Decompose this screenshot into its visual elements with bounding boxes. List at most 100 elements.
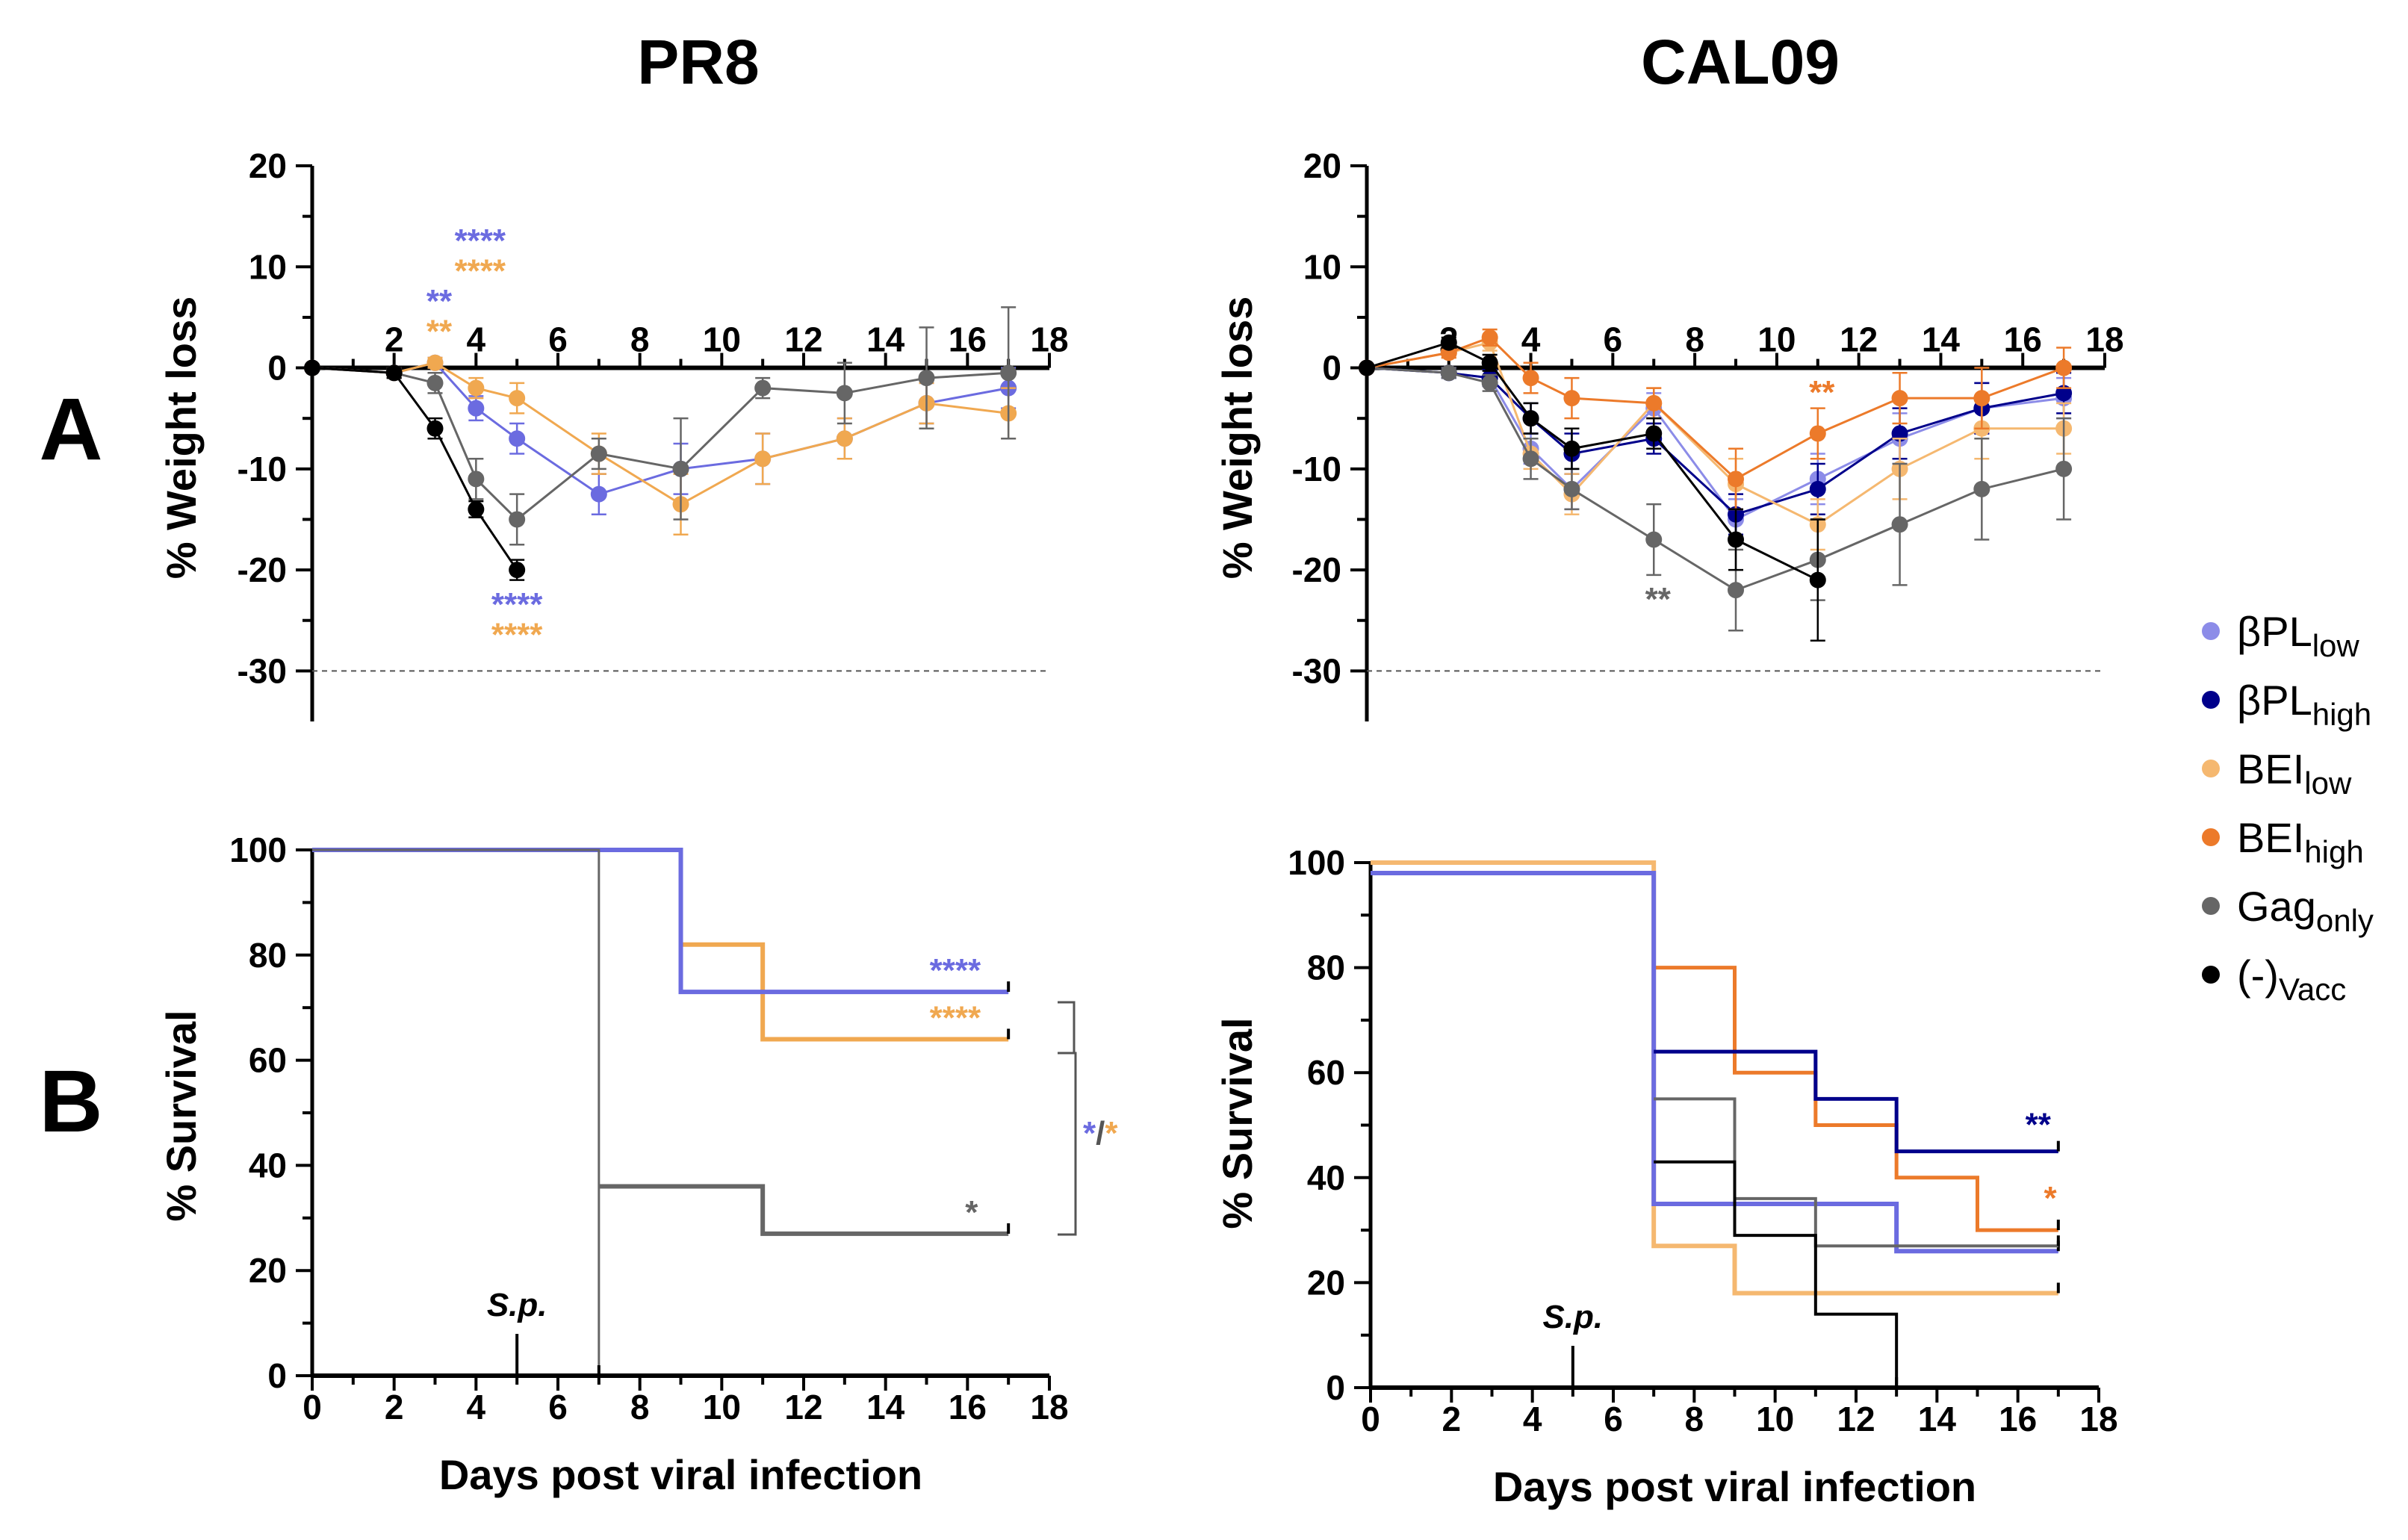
survival-step-vacc xyxy=(1654,1160,1899,1388)
bracket-label-a: * xyxy=(1083,1115,1096,1152)
y-tick-label: 20 xyxy=(249,146,287,185)
data-point xyxy=(1728,471,1744,488)
series-line-vacc xyxy=(311,367,518,571)
data-point xyxy=(1728,531,1744,548)
data-point xyxy=(590,485,607,503)
x-axis-label: Days post viral infection xyxy=(1493,1463,1976,1510)
series-line-gagonly xyxy=(311,367,1009,521)
data-point xyxy=(304,359,320,376)
legend-label-bei-high: BEIhigh xyxy=(2237,814,2364,869)
data-point xyxy=(754,379,772,397)
x-tick-label: 0 xyxy=(302,1388,322,1426)
pr8-weight-chart: 20 10 0 -10 -20 -30 2 4 6 8 10 12 14 16 18 % Weight los… xyxy=(158,146,1069,721)
significance-annotation: **** xyxy=(491,586,543,623)
panel-label-b: B xyxy=(39,1052,102,1151)
cal09-title: CAL09 xyxy=(1641,27,1840,97)
significance-annotation: ** xyxy=(1809,374,1835,411)
data-point xyxy=(836,385,853,402)
legend-item-bei-high: BEIhigh xyxy=(2202,814,2364,869)
x-tick-label: 12 xyxy=(1837,1400,1875,1438)
data-point xyxy=(918,370,935,387)
data-point xyxy=(1891,516,1908,533)
x-tick-label: 12 xyxy=(784,1388,822,1426)
data-point xyxy=(836,430,853,447)
significance-annotation: **** xyxy=(930,952,981,989)
x-tick-label: 14 xyxy=(866,320,905,359)
x-tick-label: 12 xyxy=(1840,320,1878,359)
x-tick-label: 2 xyxy=(385,320,404,359)
data-point xyxy=(426,354,444,371)
data-point xyxy=(2055,460,2073,477)
series-beihigh xyxy=(1654,966,2060,1232)
cal09-survival-chart: 0 20 40 60 80 100 0 2 4 6 8 10 12 14 16 18 % Survival Day… xyxy=(1214,843,2118,1510)
series-gagonly xyxy=(1654,1097,2060,1248)
y-tick-label: 0 xyxy=(1326,1368,1345,1407)
y-tick-label: -20 xyxy=(1292,550,1341,589)
legend-label-bpl-high: βPLhigh xyxy=(2237,677,2371,732)
y-tick-label: -10 xyxy=(238,450,287,488)
legend-label-unvaccinated: (-)Vacc xyxy=(2237,951,2346,1007)
significance-annotation: * xyxy=(2044,1180,2057,1217)
x-tick-label: 4 xyxy=(467,1388,486,1426)
data-point xyxy=(468,471,485,488)
sp-marker-label: S.p. xyxy=(487,1287,547,1323)
series-bplhigh xyxy=(1359,359,2073,535)
survival-step-beilow xyxy=(312,848,1009,1042)
y-tick-label: 80 xyxy=(1307,948,1345,987)
data-point xyxy=(385,364,403,382)
data-point xyxy=(1481,374,1498,391)
x-tick-label: 10 xyxy=(703,1388,741,1426)
data-point xyxy=(1891,425,1908,442)
series-beilow xyxy=(312,848,1011,1042)
data-point xyxy=(1891,390,1908,407)
pr8-survival-bracket: */* xyxy=(1058,1001,1118,1236)
data-point xyxy=(1481,329,1498,346)
y-tick-label: 60 xyxy=(249,1041,287,1080)
data-point xyxy=(509,390,526,407)
legend-marker-bpl-low xyxy=(2202,622,2220,640)
x-tick-label: 14 xyxy=(866,1388,905,1426)
data-point xyxy=(509,562,526,579)
bracket-label-b: * xyxy=(1105,1115,1118,1152)
data-point xyxy=(1522,450,1539,468)
y-axis-label: % Weight loss xyxy=(1214,296,1261,580)
significance-annotation: ** xyxy=(2026,1107,2052,1143)
y-tick-label: 20 xyxy=(1303,146,1341,185)
legend: βPLlow βPLhigh BEIlow BEIhigh Gagonly (-… xyxy=(2202,608,2374,1007)
significance-annotation: **** xyxy=(455,253,506,290)
data-point xyxy=(1440,364,1457,382)
data-point xyxy=(1563,480,1580,497)
significance-annotation: **** xyxy=(930,999,981,1036)
data-point xyxy=(1645,425,1663,442)
y-tick-label: -30 xyxy=(1292,651,1341,690)
data-point xyxy=(1563,390,1580,407)
series-bplhigh xyxy=(1654,1049,2060,1154)
bracket-upper xyxy=(1058,1001,1076,1055)
data-point xyxy=(1973,480,1990,497)
data-point xyxy=(1809,425,1826,442)
x-tick-label: 2 xyxy=(1442,1400,1462,1438)
significance-annotation: ** xyxy=(1645,581,1672,618)
x-tick-label: 18 xyxy=(2085,320,2123,359)
x-tick-label: 18 xyxy=(1030,320,1068,359)
series-vacc xyxy=(1654,1160,1899,1388)
data-point xyxy=(1563,440,1580,457)
series-gagonly xyxy=(1359,359,2073,632)
series-line-vacc xyxy=(1366,341,1819,581)
data-point xyxy=(2055,359,2073,376)
legend-label-bei-low: BEIlow xyxy=(2237,745,2352,801)
data-point xyxy=(1000,364,1017,382)
x-tick-label: 12 xyxy=(784,320,822,359)
pr8-survival-chart: 0 20 40 60 80 100 0 2 4 6 8 10 12 14 16 18 % Survival Day… xyxy=(158,830,1069,1498)
y-tick-label: 80 xyxy=(249,936,287,975)
x-tick-label: 10 xyxy=(703,320,741,359)
data-point xyxy=(1440,334,1457,351)
significance-annotation: ** xyxy=(426,283,453,320)
x-tick-label: 8 xyxy=(630,1388,650,1426)
bracket-label: */* xyxy=(1083,1115,1118,1152)
data-point xyxy=(754,450,772,468)
x-tick-label: 10 xyxy=(1756,1400,1794,1438)
legend-marker-bpl-high xyxy=(2202,691,2220,709)
series-gagonly xyxy=(304,306,1017,546)
